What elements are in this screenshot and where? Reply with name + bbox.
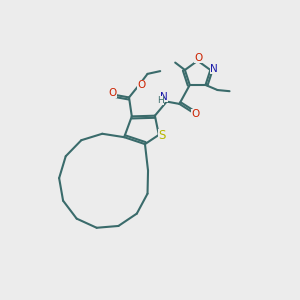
Text: O: O (191, 109, 200, 119)
Text: S: S (158, 129, 166, 142)
Text: O: O (194, 53, 203, 63)
Text: H: H (157, 96, 164, 105)
Text: N: N (210, 64, 218, 74)
Text: O: O (137, 80, 146, 90)
Text: N: N (160, 92, 168, 101)
Text: O: O (109, 88, 117, 98)
